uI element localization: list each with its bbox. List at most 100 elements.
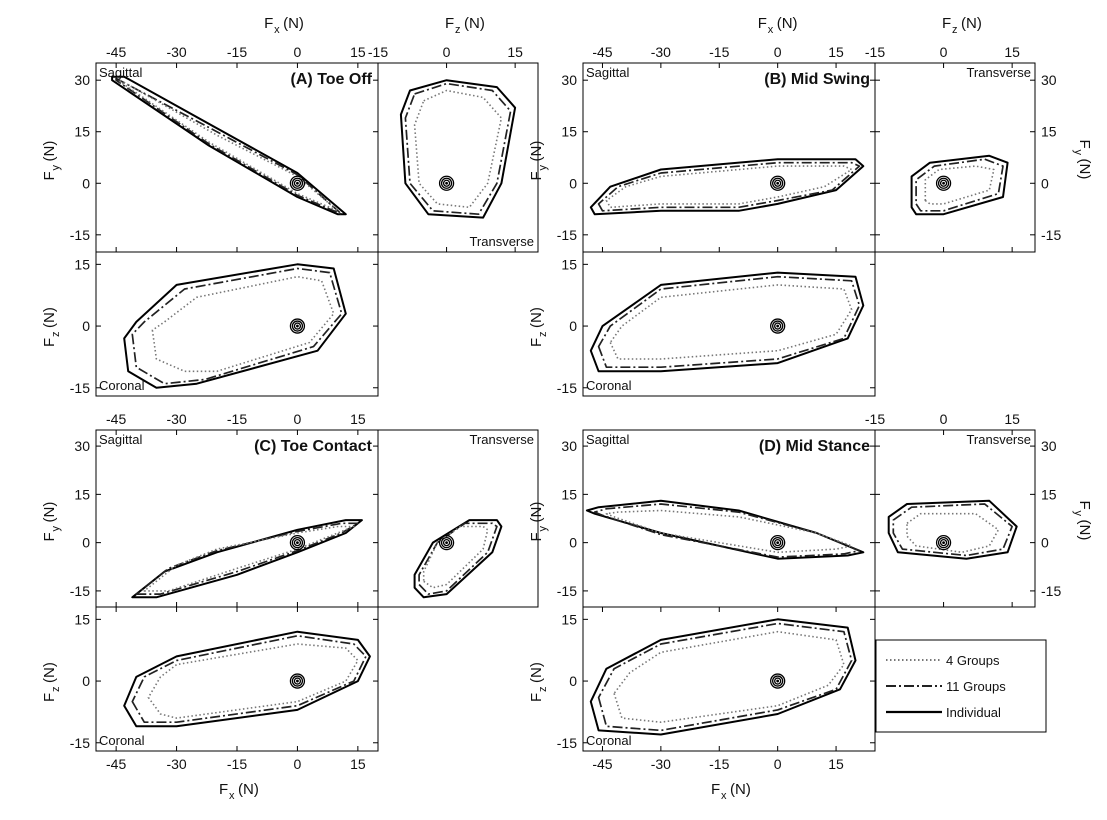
panel-d-transverse-origin-ring <box>937 536 950 549</box>
panel-b-transverse-ytick-label: -15 <box>1041 227 1061 243</box>
panel-b-transverse-ytick-label: 30 <box>1041 72 1057 88</box>
panel-d-sagittal-origin-ring <box>774 538 782 547</box>
panel-d-sagittal-series-4-groups <box>605 509 853 554</box>
panel-b-transverse-series-individual <box>910 154 1009 216</box>
panel-d-sagittal-series-individual <box>585 499 865 560</box>
panel-c-transverse-series-11-groups <box>418 522 498 595</box>
panel-c-coronal-ytick-label: -15 <box>70 735 90 751</box>
panel-c-transverse-origin-ring <box>440 536 453 549</box>
panel-b-transverse-frame <box>874 62 1036 253</box>
panel-a-sagittal-series-individual <box>111 75 347 216</box>
panel-a-coronal-origin-ring <box>291 320 304 332</box>
panel-c-title: (C) Toe Contact <box>254 438 373 455</box>
panel-d-transverse-ytick-label: 30 <box>1041 438 1057 454</box>
panel-c-ylabel-unit: (N) <box>41 502 58 523</box>
panel-d-coronal-xtick-label: 15 <box>828 756 844 772</box>
panel-a-zlabel-sub: z <box>50 332 62 338</box>
panel-c-sagittal-xtick-label: 0 <box>294 411 302 427</box>
panel-c-coronal-view-label: Coronal <box>99 733 145 748</box>
panel-b-sagittal-xtick-label: -15 <box>709 44 729 60</box>
panel-c-transverse-frame <box>377 429 539 608</box>
panel-b-sagittal-series-11-groups <box>597 161 861 212</box>
panel-d-ylabel-right: Fy (N) <box>1072 501 1093 541</box>
panel-b-ylabel: Fy (N) <box>528 141 549 181</box>
panel-c-sagittal-origin-ring <box>289 534 306 551</box>
panel-b-transverse-origin-ring <box>937 177 950 189</box>
panel-a-coronal-view-label: Coronal <box>99 378 145 393</box>
panel-d-coronal-origin-ring <box>774 677 782 685</box>
panel-b-zlabel: Fz (N) <box>528 307 549 347</box>
panel-c-sagittal-view-label: Sagittal <box>99 432 142 447</box>
panel-b-sagittal-origin-ring <box>772 177 784 189</box>
panel-a-ylabel-main: F <box>41 171 58 180</box>
panel-a-title: (A) Toe Off <box>291 71 373 88</box>
panel-a-zlabel: Fz (N) <box>41 307 62 347</box>
panel-c-ylabel-sub: y <box>50 526 62 532</box>
panel-a-sagittal-origin-ring <box>291 177 304 189</box>
panel-a-ylabel-sub: y <box>50 165 62 171</box>
panel-c-sagittal-frame <box>95 429 379 608</box>
panel-a-transverse-origin-dot <box>445 181 448 185</box>
panel-d-coronal-origin-ring <box>770 673 786 689</box>
panel-b-xlabel-top-unit: (N) <box>777 15 798 32</box>
panel-c-coronal-xtick-label: 0 <box>294 756 302 772</box>
panel-b-coronal-series-11-groups <box>597 275 861 369</box>
panel-b-coronal-origin-ring <box>770 318 786 334</box>
panel-b-ylabel-right-unit: (N) <box>1076 159 1093 180</box>
panel-b-sagittal-xtick-label: 15 <box>828 44 844 60</box>
panel-c-coronal-ytick-label: 0 <box>82 673 90 689</box>
panel-b-sagittal-series-4-groups <box>605 165 853 209</box>
panel-d-transverse-xtick-label: -15 <box>865 411 885 427</box>
panel-d-ylabel-main: F <box>528 532 545 541</box>
panel-d-coronal-xtick-label: -45 <box>592 756 612 772</box>
panel-a-sagittal-series-4-groups <box>119 79 339 212</box>
panel-a-ylabel-unit: (N) <box>41 141 58 162</box>
panel-d-sagittal-ytick-label: 15 <box>561 486 577 502</box>
panel-b-transverse-xtick-label: -15 <box>865 44 885 60</box>
panel-b-sagittal-ytick-label: 0 <box>569 175 577 191</box>
panel-c-zlabel-main: F <box>41 693 58 702</box>
panel-c-sagittal-ytick-label: -15 <box>70 583 90 599</box>
panel-b-transverse-origin-ring <box>939 179 948 187</box>
panel-c-transverse-view-label: Transverse <box>469 432 534 447</box>
panel-a-coronal-origin-ring <box>289 318 306 334</box>
panel-d-transverse-origin-dot <box>942 541 945 545</box>
panel-d-transverse-ytick-label: 15 <box>1041 486 1057 502</box>
panel-c-coronal-xtick-label: -15 <box>227 756 247 772</box>
panel-c-sagittal-ytick-label: 0 <box>82 535 90 551</box>
panel-d-sagittal-series-11-groups <box>593 503 861 558</box>
panel-a-sagittal-xtick-label: -45 <box>106 44 126 60</box>
panel-c-coronal-origin-ring <box>293 677 302 685</box>
panel-c-sagittal-series-11-groups <box>135 522 359 595</box>
panel-c-transverse-series-individual <box>413 519 503 599</box>
panel-c-xlabel-bottom-unit: (N) <box>238 781 259 798</box>
panel-b-zlabel-top-sub: z <box>952 24 958 36</box>
panel-b-coronal-frame <box>582 251 876 397</box>
panel-a-transverse-origin-ring <box>438 175 455 191</box>
panel-a-transverse-series-4-groups <box>413 89 503 209</box>
panel-b-ylabel-right-sub: y <box>1072 150 1084 156</box>
panel-a-ylabel: Fy (N) <box>41 141 62 181</box>
panel-b-transverse-ytick-label: 15 <box>1041 124 1057 140</box>
panel-b-zlabel-top-unit: (N) <box>961 15 982 32</box>
panel-a-coronal-series-individual <box>123 263 347 389</box>
panel-b-coronal-series-individual <box>589 271 865 373</box>
panel-d-transverse-series-individual <box>887 499 1018 560</box>
panel-c-coronal-series-individual <box>123 630 371 728</box>
panel-a-xlabel-top-unit: (N) <box>283 15 304 32</box>
panel-a-coronal-series-4-groups <box>151 275 335 373</box>
panel-c-sagittal-series-individual <box>131 519 363 599</box>
panel-c-coronal-xtick-label: -45 <box>106 756 126 772</box>
panel-b-sagittal-view-label: Sagittal <box>586 65 629 80</box>
panel-d-ylabel-sub: y <box>537 526 549 532</box>
legend-label-individual: Individual <box>946 705 1001 720</box>
panel-b-title: (B) Mid Swing <box>764 71 870 88</box>
panel-d-zlabel-sub: z <box>537 687 549 693</box>
panel-d-transverse-frame <box>874 429 1036 608</box>
legend-label-11-groups: 11 Groups <box>946 679 1006 694</box>
panel-c-ylabel: Fy (N) <box>41 502 62 542</box>
